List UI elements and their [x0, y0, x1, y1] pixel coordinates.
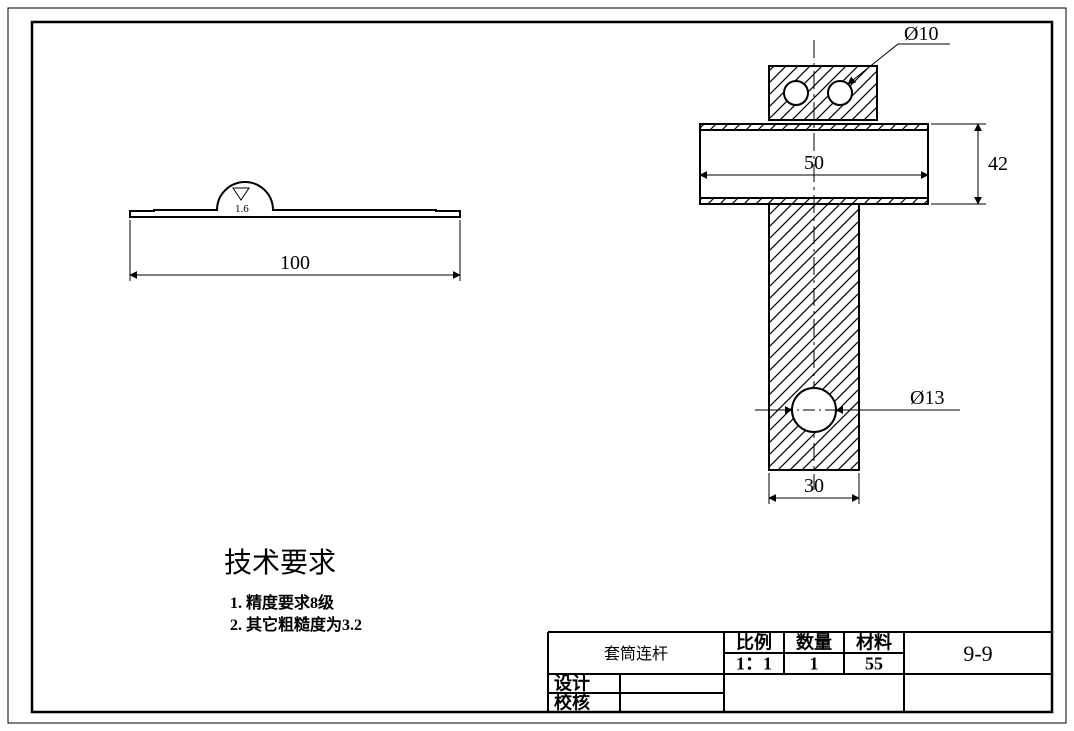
dim-42: 42 [931, 124, 1008, 204]
hdr-mat: 材料 [856, 632, 892, 653]
drawing-number: 9-9 [963, 641, 992, 666]
hdr-qty: 数量 [796, 632, 832, 653]
tech-line-2: 2. 其它粗糙度为3.2 [230, 615, 362, 634]
engineering-drawing: 1.6 100 Ø10 [0, 0, 1074, 731]
label-design: 设计 [554, 673, 590, 694]
surface-finish-symbol: 1.6 [233, 188, 249, 215]
hdr-scale: 比例 [736, 632, 772, 653]
dim-value-42: 42 [988, 153, 1008, 175]
frame [8, 8, 1066, 723]
dim-d13-value: Ø13 [910, 387, 944, 409]
val-qty: 1 [810, 654, 819, 674]
surface-value: 1.6 [235, 203, 249, 215]
val-scale: 1：1 [736, 654, 772, 674]
stem [759, 204, 869, 470]
dim-value-100: 100 [280, 252, 310, 274]
dim-30: 30 [769, 473, 859, 504]
dim-50: 50 [700, 152, 928, 175]
dim-d10-value: Ø10 [904, 23, 938, 45]
tech-title: 技术要求 [224, 547, 336, 579]
dim-100: 100 [130, 220, 460, 281]
label-check: 校核 [554, 692, 590, 713]
tech-requirements: 技术要求 1. 精度要求8级 2. 其它粗糙度为3.2 [224, 547, 362, 634]
val-mat: 55 [865, 654, 883, 674]
tech-line-1: 1. 精度要求8级 [230, 593, 335, 612]
dim-value-30: 30 [804, 475, 824, 497]
right-view: Ø10 42 50 [700, 23, 1008, 504]
part-name: 套筒连杆 [604, 645, 668, 663]
left-view: 1.6 100 [130, 182, 460, 281]
dim-value-50: 50 [804, 152, 824, 174]
